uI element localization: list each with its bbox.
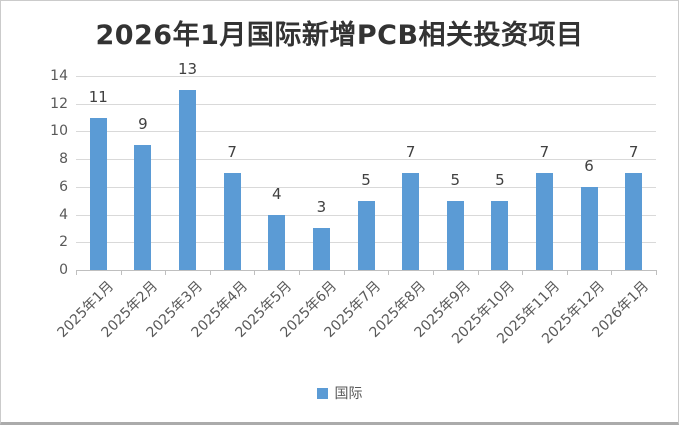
bar bbox=[402, 173, 420, 270]
data-label: 5 bbox=[450, 170, 460, 189]
y-axis-tick-label: 10 bbox=[50, 123, 68, 140]
x-axis-tick bbox=[209, 270, 211, 275]
x-axis-tick bbox=[343, 270, 345, 275]
x-axis-tick bbox=[522, 270, 524, 275]
data-label: 13 bbox=[177, 59, 198, 78]
bar bbox=[446, 200, 464, 270]
data-label: 9 bbox=[138, 115, 148, 134]
data-label: 7 bbox=[405, 143, 416, 161]
data-label: 6 bbox=[584, 156, 594, 175]
bar bbox=[89, 117, 107, 270]
bar bbox=[535, 173, 553, 270]
x-axis-tick bbox=[566, 270, 568, 275]
x-axis-tick bbox=[120, 270, 122, 275]
x-axis-tick bbox=[76, 270, 77, 275]
gridline bbox=[76, 131, 656, 133]
y-axis-tick-label: 6 bbox=[59, 178, 68, 195]
bar bbox=[357, 200, 375, 270]
legend-marker-icon bbox=[316, 387, 328, 399]
bar bbox=[179, 89, 197, 270]
data-label: 11 bbox=[88, 87, 108, 106]
data-label: 3 bbox=[316, 198, 327, 217]
y-axis-tick-label: 4 bbox=[59, 206, 68, 223]
bar bbox=[625, 173, 643, 270]
gridline bbox=[76, 159, 656, 161]
data-label: 7 bbox=[628, 143, 639, 161]
x-axis-tick bbox=[254, 270, 256, 275]
x-axis-tick bbox=[165, 270, 167, 275]
y-axis-tick-label: 8 bbox=[59, 151, 68, 168]
bar bbox=[580, 186, 598, 270]
x-axis-tick bbox=[299, 270, 301, 275]
gridline bbox=[76, 186, 656, 188]
x-axis-tick bbox=[656, 270, 657, 275]
legend: 国际 bbox=[1, 383, 678, 403]
x-axis-line bbox=[76, 270, 656, 271]
legend-label: 国际 bbox=[334, 386, 363, 402]
data-label: 5 bbox=[495, 170, 505, 189]
x-axis-tick bbox=[388, 270, 390, 275]
x-axis-tick bbox=[477, 270, 479, 275]
y-axis-tick-label: 12 bbox=[50, 95, 68, 112]
y-axis-tick-label: 2 bbox=[59, 234, 68, 251]
x-axis-tick bbox=[611, 270, 613, 275]
y-axis-tick-label: 0 bbox=[59, 262, 68, 278]
data-label: 5 bbox=[361, 170, 371, 189]
gridline bbox=[76, 103, 656, 105]
bar bbox=[268, 214, 286, 270]
bar bbox=[134, 145, 152, 270]
chart-title: 2026年1月国际新增PCB相关投资项目 bbox=[95, 20, 584, 51]
x-axis-tick bbox=[432, 270, 434, 275]
data-label: 4 bbox=[271, 184, 282, 203]
bar bbox=[223, 173, 241, 270]
y-axis-tick-label: 14 bbox=[50, 68, 68, 84]
bar bbox=[312, 228, 330, 270]
bar bbox=[491, 200, 509, 270]
gridline bbox=[76, 76, 656, 77]
data-label: 7 bbox=[227, 143, 237, 161]
data-label: 7 bbox=[539, 143, 550, 161]
